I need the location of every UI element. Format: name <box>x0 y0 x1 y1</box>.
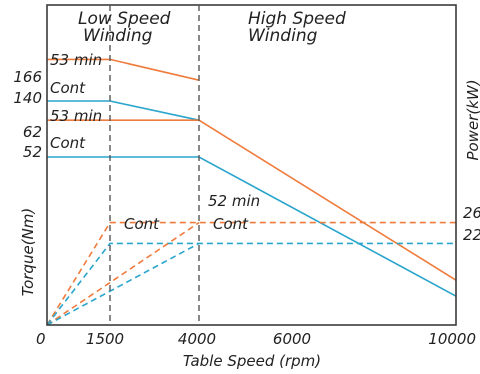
x-axis-label: Table Speed (rpm) <box>183 352 321 370</box>
annot-cont-low: Cont <box>50 134 86 152</box>
divider-layer <box>109 5 200 325</box>
x-tick-1500: 1500 <box>86 330 124 348</box>
x-tick-10000: 10000 <box>428 330 476 348</box>
x-tick-6000: 6000 <box>273 330 311 348</box>
plot-frame <box>46 4 457 326</box>
annot-53min-low: 53 min <box>50 107 102 125</box>
y-left-axis-label: Torque(Nm) <box>19 208 37 296</box>
annot-52min: 52 min <box>208 192 260 210</box>
annot-cont-top: Cont <box>50 79 86 97</box>
y-left-tick-140: 140 <box>13 89 42 107</box>
y-right-tick-22: 22 <box>463 226 480 244</box>
annot-cont-power-low: Cont <box>124 215 160 233</box>
region-label-high-line1: High Speed <box>248 9 346 29</box>
annot-cont-power-high: Cont <box>213 215 249 233</box>
series-line-5 <box>46 242 456 326</box>
series-line-4 <box>46 221 456 326</box>
series-line-6 <box>46 221 200 326</box>
x-tick-4000: 4000 <box>178 330 216 348</box>
y-left-tick-52: 52 <box>23 143 42 161</box>
region-label-high-line2: Winding <box>248 26 318 46</box>
annot-53min-top: 53 min <box>50 51 102 69</box>
y-right-axis-label: Power(kW) <box>464 79 480 160</box>
region-label-low-line1: Low Speed <box>78 9 171 29</box>
y-left-tick-62: 62 <box>23 123 42 141</box>
series-line-7 <box>46 242 200 326</box>
x-tick-0: 0 <box>36 330 46 348</box>
region-label-low-line2: Winding <box>83 26 153 46</box>
y-right-tick-26: 26 <box>463 204 480 222</box>
y-left-tick-166: 166 <box>13 68 42 86</box>
